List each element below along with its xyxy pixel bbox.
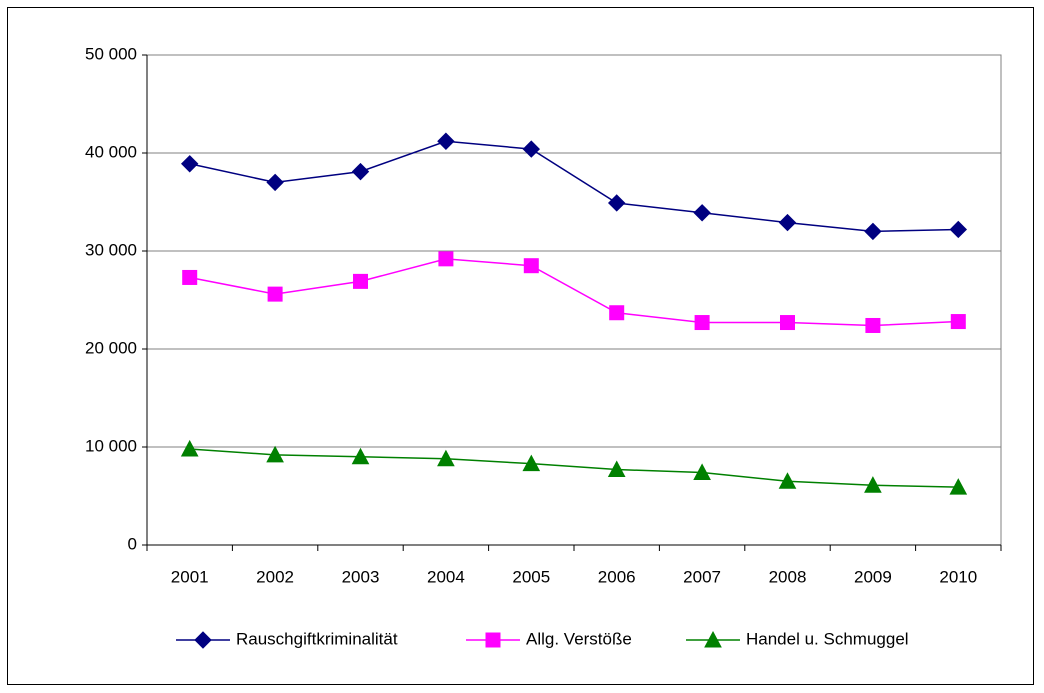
square-marker	[267, 286, 283, 302]
square-marker	[523, 258, 539, 274]
diamond-marker	[607, 194, 626, 212]
x-tick-label: 2003	[342, 567, 380, 586]
y-tick-label: 50 000	[85, 44, 137, 63]
x-tick-label: 2004	[427, 567, 465, 586]
square-marker	[865, 317, 881, 333]
diamond-marker	[437, 132, 455, 150]
square-marker	[694, 315, 710, 331]
diamond-marker	[778, 213, 797, 232]
x-tick-label: 2002	[256, 567, 294, 586]
y-tick-label: 10 000	[85, 436, 137, 455]
x-tick-label: 2007	[683, 567, 721, 586]
series-line	[189, 448, 959, 488]
y-tick-label: 40 000	[85, 142, 137, 161]
square-marker	[485, 632, 501, 648]
legend-label: Rauschgiftkriminalität	[236, 629, 398, 648]
triangle-marker	[180, 439, 199, 457]
y-tick-label: 20 000	[85, 338, 137, 357]
square-marker	[182, 269, 198, 285]
x-tick-label: 2006	[598, 567, 636, 586]
triangle-marker	[778, 472, 797, 489]
diamond-marker	[522, 140, 541, 158]
diamond-marker	[864, 222, 882, 241]
diamond-marker	[351, 162, 370, 181]
x-tick-label: 2008	[769, 567, 807, 586]
x-tick-label: 2005	[512, 567, 550, 586]
y-tick-label: 0	[128, 534, 137, 553]
diamond-marker	[949, 220, 968, 239]
diamond-marker	[266, 173, 284, 192]
square-marker	[438, 251, 454, 267]
triangle-marker	[693, 463, 711, 480]
triangle-marker	[864, 476, 882, 493]
series-line	[189, 258, 959, 327]
legend-label: Allg. Verstöße	[526, 629, 632, 648]
triangle-marker	[437, 449, 455, 467]
triangle-marker	[949, 478, 968, 495]
x-tick-label: 2010	[939, 567, 977, 586]
square-marker	[609, 305, 625, 321]
triangle-marker	[704, 630, 722, 648]
plot-area	[146, 54, 1002, 546]
x-tick-label: 2009	[854, 567, 892, 586]
series-line	[189, 140, 959, 233]
diamond-marker	[194, 631, 212, 649]
legend-label: Handel u. Schmuggel	[746, 629, 909, 648]
diamond-marker	[180, 155, 199, 173]
triangle-marker	[607, 460, 626, 478]
diamond-marker	[693, 204, 711, 222]
square-marker	[950, 314, 966, 330]
triangle-marker	[266, 445, 284, 463]
square-marker	[780, 315, 795, 331]
square-marker	[353, 273, 368, 289]
y-tick-label: 30 000	[85, 240, 137, 259]
triangle-marker	[522, 454, 541, 472]
x-tick-label: 2001	[171, 567, 209, 586]
triangle-marker	[351, 447, 370, 465]
